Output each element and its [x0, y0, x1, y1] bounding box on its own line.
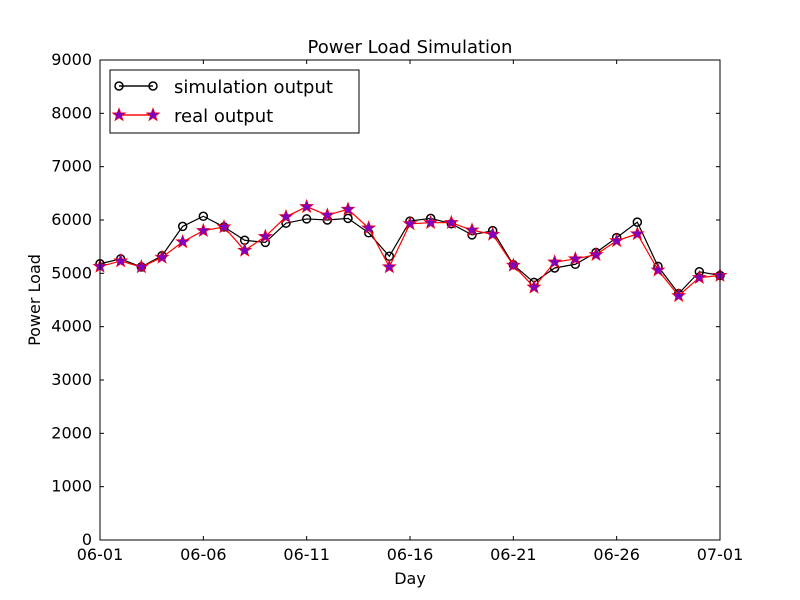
data-point-star	[361, 220, 377, 235]
x-tick-label: 06-16	[387, 545, 434, 564]
y-tick-label: 2000	[51, 423, 92, 442]
y-tick-label: 3000	[51, 370, 92, 389]
data-point-star	[609, 232, 625, 248]
legend: simulation output real output	[109, 69, 360, 134]
data-point-star	[278, 208, 294, 224]
data-point-star	[443, 214, 459, 230]
data-point-star	[340, 201, 356, 216]
x-tick-label: 06-06	[180, 545, 227, 564]
data-point-star	[547, 254, 563, 269]
y-tick-label: 8000	[51, 103, 92, 122]
data-point-star	[195, 222, 211, 238]
data-point-circle	[301, 214, 312, 224]
data-point-star	[133, 259, 149, 274]
x-axis-label: Day	[394, 569, 426, 588]
y-tick-label: 0	[82, 530, 92, 549]
legend-label: simulation output	[174, 77, 333, 98]
data-point-star	[567, 251, 583, 266]
y-tick-label: 9000	[51, 50, 92, 69]
x-tick-label: 07-01	[697, 545, 744, 564]
y-tick-label: 5000	[51, 263, 92, 282]
data-point-star	[402, 215, 418, 231]
x-tick-label: 06-11	[283, 545, 330, 564]
legend-label: real output	[174, 106, 273, 127]
x-tick-label: 06-26	[593, 545, 640, 564]
legend-marker-star	[145, 107, 161, 122]
axis-ticks: 0 1000 2000 3000 4000 5000 6000 7000 8000 9000 06-…	[51, 50, 743, 564]
legend-marker-circle	[114, 81, 124, 91]
data-point-star	[505, 257, 521, 272]
data-point-star	[154, 249, 170, 264]
data-point-circle	[198, 211, 209, 222]
data-point-star	[423, 214, 439, 230]
data-point-star	[464, 222, 480, 237]
data-point-star	[113, 253, 129, 268]
data-point-star	[216, 219, 232, 234]
y-tick-label: 6000	[51, 210, 92, 229]
data-point-star	[237, 242, 253, 257]
legend-marker-circle	[148, 81, 158, 91]
x-tick-label: 06-01	[77, 545, 124, 564]
legend-entries: simulation output real output	[111, 77, 333, 127]
data-point-star	[319, 207, 335, 222]
data-point-star	[381, 259, 397, 274]
y-tick-label: 7000	[51, 157, 92, 176]
data-point-star	[629, 225, 645, 241]
data-point-star	[691, 269, 707, 284]
data-point-star	[650, 262, 666, 277]
data-point-circle	[177, 221, 188, 232]
x-tick-label: 06-21	[490, 545, 537, 564]
plot-frame	[99, 59, 721, 541]
data-point-star	[526, 279, 542, 294]
legend-marker-star	[111, 107, 127, 122]
legend-box	[109, 69, 360, 134]
data-point-star	[299, 198, 315, 214]
data-point-star	[588, 246, 604, 262]
series-real-output	[92, 198, 728, 303]
data-point-star	[175, 233, 191, 249]
series-layer	[92, 198, 728, 303]
data-point-star	[485, 226, 501, 241]
chart-title: Power Load Simulation	[308, 37, 513, 58]
y-tick-label: 1000	[51, 477, 92, 496]
data-point-star	[257, 228, 273, 243]
data-point-star	[671, 287, 687, 303]
series-line	[99, 215, 721, 295]
data-point-circle	[343, 213, 353, 224]
y-axis-label: Power Load	[25, 254, 44, 346]
y-tick-label: 4000	[51, 317, 92, 336]
